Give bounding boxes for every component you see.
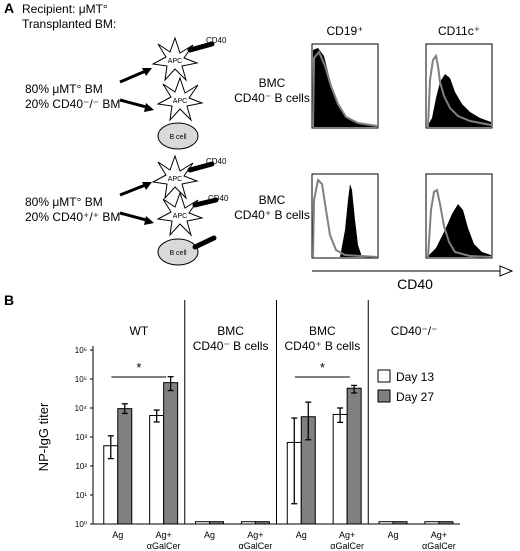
bcell-1	[157, 122, 199, 150]
legend-label: Day 27	[396, 390, 434, 404]
category-label: Ag	[296, 530, 307, 540]
bar	[254, 521, 270, 525]
panel-a-letter: A	[4, 0, 15, 16]
group1-bmc-line2: CD40⁻ B cells	[234, 91, 310, 105]
histogram-cd11c-cd40pos	[425, 173, 493, 259]
apc-cell-top-2: APC	[152, 155, 198, 199]
group-title: CD40⁻/⁻	[391, 324, 438, 338]
hist-header-cd11c: CD11c⁺	[437, 24, 481, 38]
cell-diagram: APC CD40 APC B cell APC CD40 APC CD40 B …	[119, 36, 229, 266]
significance-star: *	[136, 360, 141, 375]
apc-cell-top-1: APC	[152, 37, 198, 81]
category-label: αGalCer	[147, 541, 181, 551]
flow-histograms	[311, 43, 514, 277]
legend-label: Day 13	[396, 370, 434, 384]
group-title: WT	[130, 324, 149, 338]
category-label: Ag+	[339, 530, 355, 540]
bar	[240, 521, 256, 525]
group-subtitle: CD40⁻ B cells	[193, 339, 269, 353]
category-label: αGalCer	[330, 541, 364, 551]
y-tick-label: 10⁴	[75, 404, 88, 413]
bar	[117, 408, 133, 525]
cd40-text-1: CD40	[206, 36, 227, 45]
group2-mix-line2: 20% CD40⁺/⁺ BM	[25, 210, 121, 224]
hist-header-cd19: CD19⁺	[326, 24, 364, 38]
bar	[163, 382, 179, 525]
category-label: Ag+	[247, 530, 263, 540]
group2-bmc-line2: CD40⁺ B cells	[234, 208, 310, 222]
category-label: αGalCer	[422, 541, 456, 551]
cd40-axis-arrow	[499, 265, 514, 277]
svg-text:CD40: CD40	[206, 157, 227, 166]
group1-bmc-line1: BMC	[258, 76, 286, 90]
recipient-label: Recipient: μMT°	[22, 2, 108, 16]
transplant-label: Transplanted BM:	[22, 17, 117, 31]
y-axis-label: NP-IgG titer	[36, 402, 51, 471]
histogram-cd11c-cd40neg	[425, 43, 493, 129]
bar	[392, 521, 408, 525]
group-subtitle: CD40⁺ B cells	[285, 339, 361, 353]
category-label: Ag	[204, 530, 215, 540]
bar	[424, 521, 440, 525]
category-label: αGalCer	[239, 541, 273, 551]
apc-cell-bottom-1: APC	[157, 77, 203, 121]
y-tick-label: 10⁰	[75, 520, 87, 529]
svg-text:B cell: B cell	[169, 134, 187, 141]
bar	[378, 521, 394, 525]
bar	[209, 521, 225, 525]
svg-text:APC: APC	[173, 213, 187, 220]
apc-cell-bottom-2: APC	[157, 192, 203, 236]
significance-star: *	[320, 360, 325, 375]
svg-text:APC: APC	[168, 176, 182, 183]
histogram-cd19-cd40neg	[311, 43, 379, 129]
y-tick-label: 10¹	[75, 491, 87, 500]
bar	[149, 415, 165, 525]
panel-b-letter: B	[4, 292, 15, 308]
bar	[346, 387, 362, 525]
category-label: Ag	[112, 530, 123, 540]
group2-bmc-line1: BMC	[258, 193, 286, 207]
bar	[332, 413, 348, 525]
legend-swatch	[377, 369, 391, 383]
legend-swatch	[377, 389, 391, 403]
category-label: Ag+	[156, 530, 172, 540]
y-tick-label: 10³	[75, 433, 87, 442]
cd40-receptor-1	[187, 41, 215, 53]
group1-mix-line1: 80% μMT° BM	[25, 82, 103, 96]
bar	[438, 521, 454, 525]
bcell-2	[157, 238, 199, 266]
category-label: Ag	[388, 530, 399, 540]
y-tick-label: 10⁵	[75, 375, 87, 384]
group1-mix-line2: 20% CD40⁻/⁻ BM	[25, 97, 121, 111]
histogram-cd19-cd40pos	[311, 173, 379, 259]
group-title: BMC	[309, 324, 336, 338]
cd40-axis-label: CD40	[397, 276, 433, 292]
group2-mix-line1: 80% μMT° BM	[25, 195, 103, 209]
group-title: BMC	[217, 324, 244, 338]
y-tick-label: 10⁶	[75, 346, 87, 355]
svg-text:APC: APC	[168, 58, 182, 65]
svg-text:B cell: B cell	[169, 250, 187, 257]
svg-text:APC: APC	[173, 98, 187, 105]
svg-text:CD40: CD40	[208, 194, 229, 203]
bar	[195, 521, 211, 525]
y-tick-label: 10²	[75, 462, 87, 471]
category-label: Ag+	[431, 530, 447, 540]
